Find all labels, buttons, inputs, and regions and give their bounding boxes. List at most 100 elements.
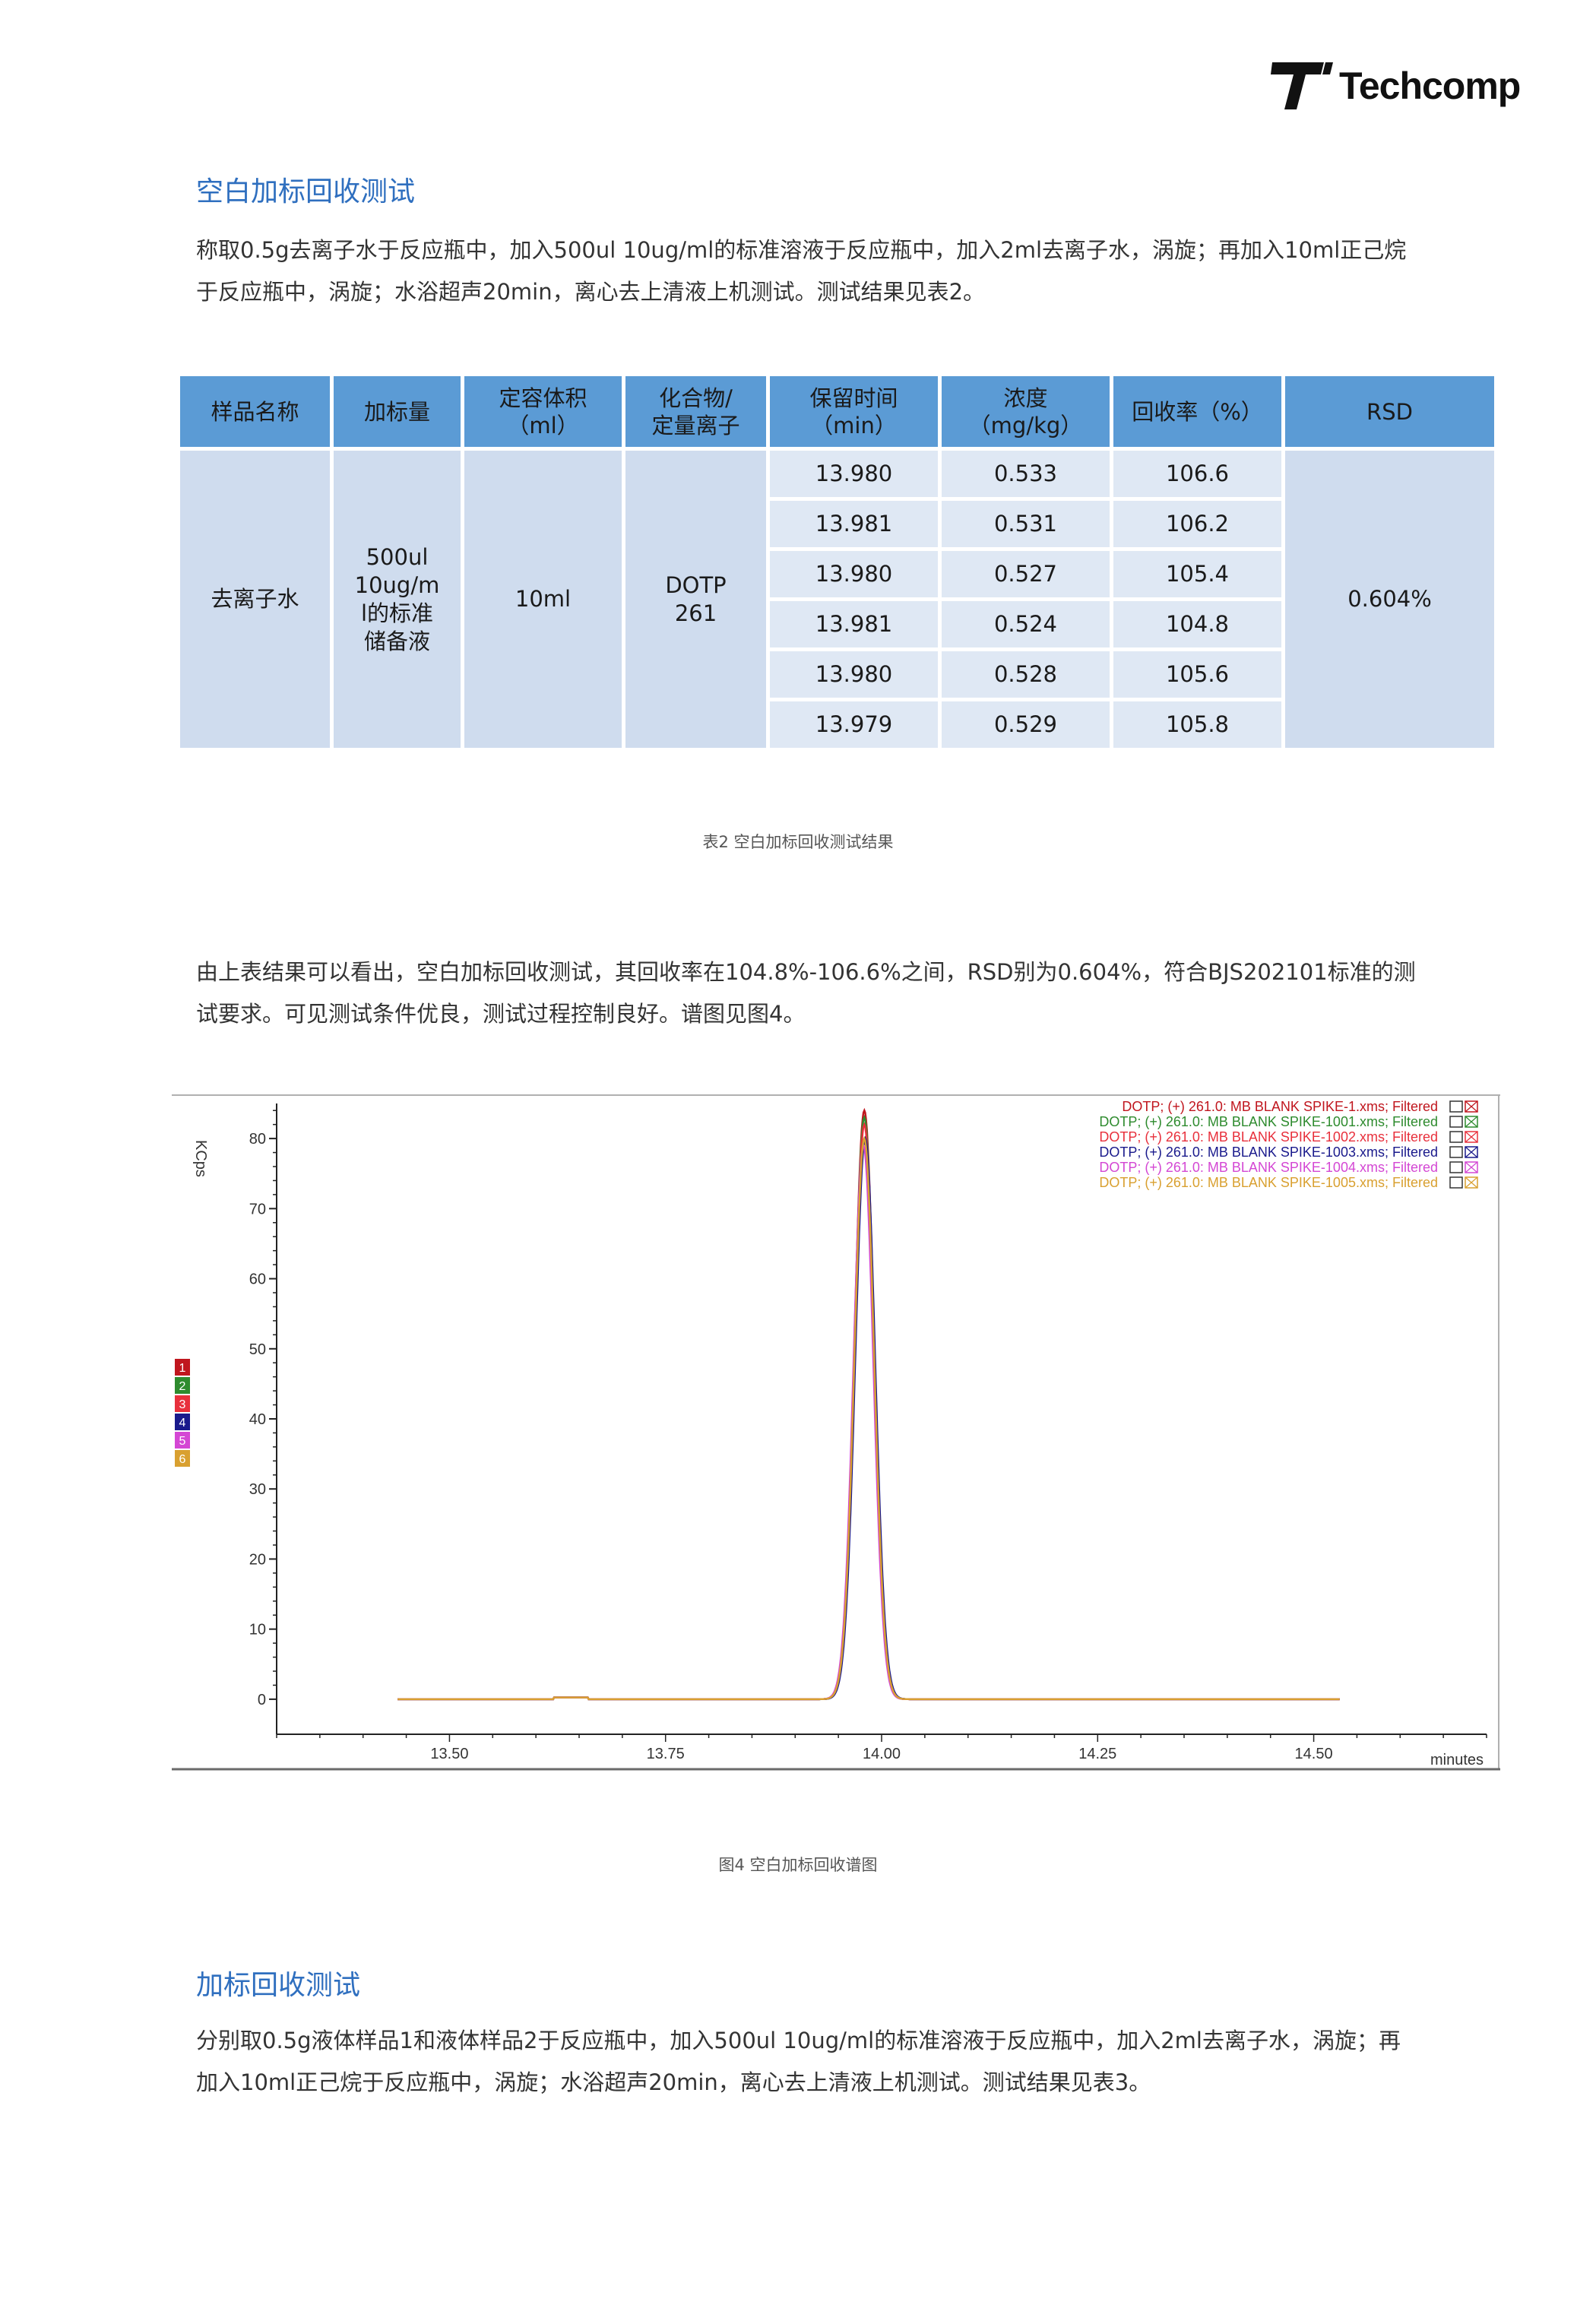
cell-recovery: 106.6 (1110, 447, 1285, 501)
table-row: 13.981 0.524 104.8 (179, 597, 1496, 651)
x-axis-label: minutes (1430, 1752, 1484, 1768)
legend-checkbox (1449, 1131, 1463, 1143)
cell-retention-time: 13.981 (766, 497, 942, 551)
cell-recovery: 104.8 (1110, 597, 1285, 651)
chromatogram-svg: KCps 0 10 20 30 40 50 60 70 80 13.50 13.75 14.00 14.2… (172, 1094, 1500, 1778)
x-tick-label: 13.50 (430, 1746, 468, 1762)
brand-name: Techcomp (1339, 65, 1521, 107)
figure-caption: 图4 空白加标回收谱图 (718, 1856, 878, 1874)
trace-marker-label: 6 (179, 1453, 186, 1466)
legend-swatch (1465, 1116, 1478, 1128)
cell-retention-time: 13.980 (766, 547, 942, 601)
table-row: 13.980 0.528 105.6 (179, 647, 1496, 701)
section1-paragraph: 称取0.5g去离子水于反应瓶中，加入500ul 10ug/ml的标准溶液于反应瓶… (196, 230, 1488, 313)
techcomp-logo-icon (1271, 62, 1333, 109)
header-volume: 定容体积 （ml） (461, 372, 625, 451)
trace-marker (175, 1395, 190, 1412)
table-row: 13.981 0.531 106.2 (179, 497, 1496, 551)
y-tick-label: 40 (249, 1411, 266, 1428)
legend-entry: DOTP; (+) 261.0: MB BLANK SPIKE-1004.xms… (1099, 1160, 1438, 1175)
trace-marker (175, 1450, 190, 1467)
cell-spike-amount: 500ul 10ug/m l的标准 储备液 (330, 447, 464, 752)
cell-recovery: 106.2 (1110, 497, 1285, 551)
paragraph-line: 于反应瓶中，涡旋；水浴超声20min，离心去上清液上机测试。测试结果见表2。 (196, 279, 986, 305)
legend-entry: DOTP; (+) 261.0: MB BLANK SPIKE-1003.xms… (1099, 1145, 1438, 1160)
cell-concentration: 0.533 (938, 447, 1113, 501)
legend-entry: DOTP; (+) 261.0: MB BLANK SPIKE-1002.xms… (1099, 1129, 1438, 1145)
x-tick-label: 13.75 (647, 1746, 685, 1762)
cell-sample-name: 去离子水 (176, 447, 334, 752)
cell-retention-time: 13.979 (766, 698, 942, 752)
cell-concentration: 0.524 (938, 597, 1113, 651)
legend-swatch-cross (1465, 1161, 1478, 1173)
paragraph-line: 试要求。可见测试条件优良，测试过程控制良好。谱图见图4。 (196, 1001, 806, 1027)
legend-swatch-cross (1465, 1176, 1478, 1189)
trace-marker (175, 1432, 190, 1449)
header-sample-name: 样品名称 (176, 372, 334, 451)
header-recovery: 回收率（%） (1110, 372, 1285, 451)
conclusion-paragraph: 由上表结果可以看出，空白加标回收测试，其回收率在104.8%-106.6%之间，… (196, 951, 1488, 1035)
header-spike-amount: 加标量 (330, 372, 464, 451)
header-retention-time: 保留时间 （min） (766, 372, 942, 451)
legend-entry: DOTP; (+) 261.0: MB BLANK SPIKE-1005.xms… (1099, 1175, 1438, 1190)
trace-marker-label: 3 (179, 1398, 186, 1411)
section2-paragraph: 分别取0.5g液体样品1和液体样品2于反应瓶中，加入500ul 10ug/ml的… (196, 2020, 1488, 2104)
legend-checkbox (1449, 1146, 1463, 1158)
legend-entry: DOTP; (+) 261.0: MB BLANK SPIKE-1001.xms… (1099, 1114, 1438, 1129)
x-tick-label: 14.00 (863, 1746, 901, 1762)
legend-swatch (1465, 1161, 1478, 1173)
table-header-row: 样品名称 加标量 定容体积 （ml） 化合物/定量离子 保留时间 （min） 浓度（… (176, 372, 1498, 451)
x-tick-label: 14.50 (1295, 1746, 1333, 1762)
cell-compound: DOTP 261 (622, 447, 770, 752)
legend-swatch (1465, 1100, 1478, 1113)
paragraph-line: 称取0.5g去离子水于反应瓶中，加入500ul 10ug/ml的标准溶液于反应瓶… (196, 237, 1407, 263)
paragraph-line: 加入10ml正己烷于反应瓶中，涡旋；水浴超声20min，离心去上清液上机测试。测… (196, 2069, 1151, 2095)
section-title-spike-recovery: 加标回收测试 (196, 1970, 361, 2001)
paragraph-line: 分别取0.5g液体样品1和液体样品2于反应瓶中，加入500ul 10ug/ml的… (196, 2028, 1401, 2053)
table-row: 13.980 0.527 105.4 (179, 547, 1496, 601)
cell-retention-time: 13.980 (766, 447, 942, 501)
results-table: 样品名称 加标量 定容体积 （ml） 化合物/定量离子 保留时间 （min） 浓度（… (176, 372, 1498, 752)
cell-concentration: 0.528 (938, 647, 1113, 701)
legend-swatch (1465, 1176, 1478, 1189)
legend-swatch-cross (1465, 1146, 1478, 1158)
chart-background (172, 1094, 1500, 1778)
legend-swatch (1465, 1131, 1478, 1143)
y-tick-label: 70 (249, 1201, 266, 1217)
trace-marker-label: 5 (179, 1435, 186, 1448)
trace-marker-label: 4 (179, 1417, 186, 1430)
x-tick-label: 14.25 (1078, 1746, 1116, 1762)
table-row: 去离子水 500ul 10ug/m l的标准 储备液 10ml DOTP 261 13.… (176, 447, 1498, 752)
legend-swatch (1465, 1146, 1478, 1158)
paragraph-line: 由上表结果可以看出，空白加标回收测试，其回收率在104.8%-106.6%之间，… (196, 959, 1416, 985)
legend-checkbox (1449, 1116, 1463, 1128)
legend-swatch-cross (1465, 1116, 1478, 1128)
series-trace-6 (397, 1135, 1340, 1701)
cell-concentration: 0.529 (938, 698, 1113, 752)
y-tick-label: 60 (249, 1271, 266, 1288)
y-axis-label: KCps (192, 1140, 209, 1177)
trace-marker (175, 1359, 190, 1376)
y-tick-label: 20 (249, 1551, 266, 1568)
legend-checkbox (1449, 1100, 1463, 1113)
table-caption: 表2 空白加标回收测试结果 (702, 833, 894, 851)
header-compound: 化合物/定量离子 (622, 372, 770, 451)
brand-logo: Techcomp (1271, 59, 1529, 114)
table-row: 13.979 0.529 105.8 (179, 698, 1496, 752)
cell-recovery: 105.8 (1110, 698, 1285, 752)
y-tick-label: 50 (249, 1341, 266, 1358)
y-tick-label: 10 (249, 1622, 266, 1639)
trace-marker-label: 2 (179, 1380, 186, 1393)
cell-concentration: 0.531 (938, 497, 1113, 551)
trace-marker (175, 1377, 190, 1394)
legend-checkbox (1449, 1161, 1463, 1173)
legend-swatch-cross (1465, 1131, 1478, 1143)
legend-checkbox (1449, 1176, 1463, 1189)
chromatogram-figure: KCps 0 10 20 30 40 50 60 70 80 13.50 13.75 14.00 14.2… (172, 1094, 1500, 1778)
section-title-blank-spike: 空白加标回收测试 (196, 176, 416, 207)
cell-recovery: 105.4 (1110, 547, 1285, 601)
cell-retention-time: 13.980 (766, 647, 942, 701)
header-rsd: RSD (1281, 372, 1498, 451)
cell-recovery: 105.6 (1110, 647, 1285, 701)
y-tick-label: 80 (249, 1131, 266, 1148)
